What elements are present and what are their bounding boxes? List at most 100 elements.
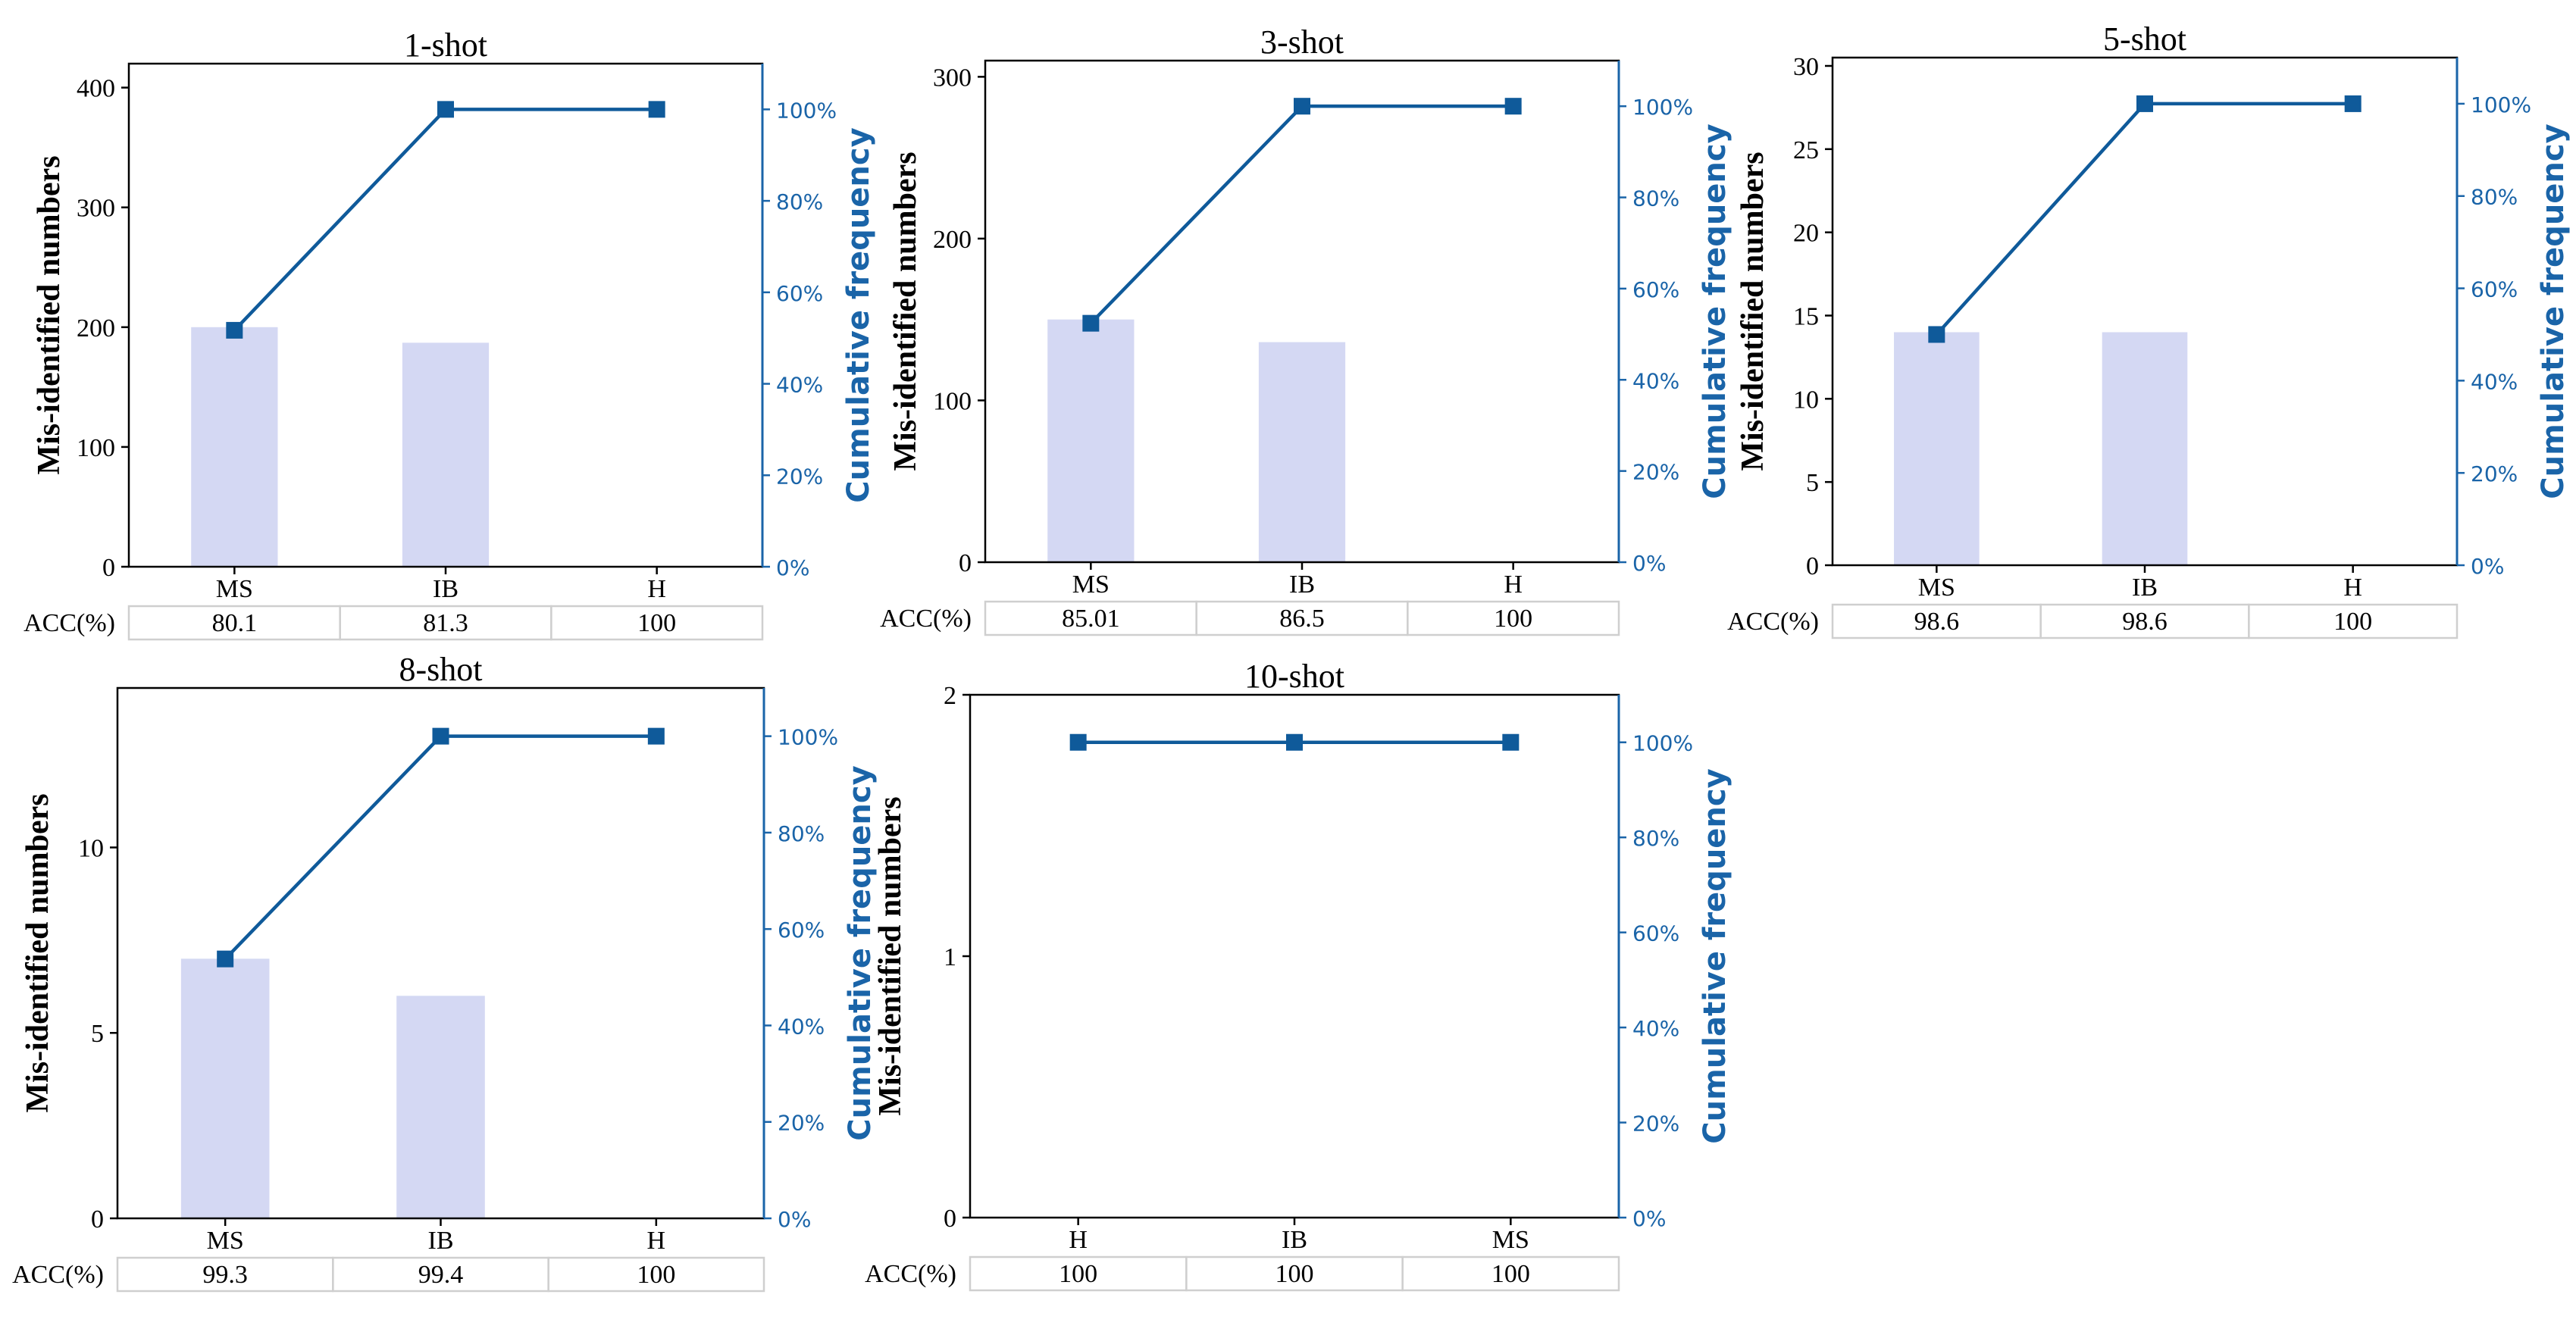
- y-tick-label: 2: [944, 682, 956, 710]
- cumulative-line: [224, 734, 656, 961]
- chart-panel-1: 1-shot 0 100 200 300 400 0% 20% 40% 60% 80% 100% MS I…: [23, 27, 876, 641]
- bar-ib: [1258, 342, 1346, 562]
- y2-tick-label: 80%: [778, 821, 825, 846]
- cumulative-line: [1935, 102, 2353, 336]
- y-tick-label: 0: [102, 554, 115, 582]
- y2-tick-label: 0%: [2471, 554, 2504, 579]
- y2-tick-label: 40%: [1632, 368, 1679, 393]
- acc-cell: [547, 1256, 765, 1293]
- chart-title: 3-shot: [1260, 23, 1344, 61]
- acc-value-ib: 86.5: [1279, 605, 1325, 633]
- x-tick-label-h: H: [1069, 1226, 1088, 1254]
- x-tick-label-ms: MS: [1492, 1226, 1529, 1254]
- y-tick-label: 400: [77, 75, 115, 103]
- x-tick-label-ms: MS: [216, 575, 253, 603]
- y-tick-label: 10: [1793, 386, 1819, 414]
- cumulative-marker-h: [1504, 98, 1522, 115]
- y-tick-label: 30: [1793, 53, 1819, 81]
- plot-frame: [969, 693, 1620, 1219]
- chart-title: 10-shot: [1244, 658, 1344, 695]
- y-tick-label: 0: [944, 1205, 956, 1233]
- acc-row-label: ACC(%): [1727, 608, 1819, 636]
- bar-ib: [396, 996, 485, 1218]
- y2-tick-label: 40%: [776, 373, 823, 398]
- y2-tick-label: 100%: [1632, 731, 1693, 756]
- cumulative-marker-h: [648, 101, 665, 118]
- cumulative-marker-ib: [2136, 95, 2153, 112]
- cumulative-marker-h: [2344, 95, 2362, 112]
- acc-cell: [1407, 600, 1620, 636]
- y2-axis-label: Cumulative frequency: [843, 765, 878, 1140]
- y-tick-label: 5: [1806, 469, 1819, 497]
- x-tick-label-ib: IB: [433, 575, 459, 603]
- y2-tick-label: 0%: [1632, 551, 1666, 576]
- y-tick-label: 200: [77, 314, 115, 342]
- y2-tick-label: 20%: [776, 464, 823, 489]
- y2-tick-label: 80%: [1632, 186, 1679, 211]
- cumulative-line: [233, 108, 657, 332]
- acc-cell: [2248, 603, 2459, 639]
- y-tick-label: 5: [91, 1020, 104, 1048]
- y-tick-label: 100: [933, 387, 972, 415]
- y-tick-label: 0: [959, 549, 972, 577]
- acc-cell: [550, 605, 764, 641]
- cumulative-marker-ib: [1286, 733, 1303, 751]
- bar-ms: [1047, 319, 1135, 562]
- x-tick-label-h: H: [1504, 571, 1523, 599]
- x-tick-label-ib: IB: [2132, 574, 2158, 602]
- y2-tick-label: 40%: [778, 1014, 825, 1039]
- acc-value-ib: 100: [1275, 1260, 1314, 1288]
- x-tick-label-ms: MS: [207, 1227, 244, 1255]
- y2-tick-label: 0%: [1632, 1206, 1666, 1231]
- y-tick-label: 0: [1806, 552, 1819, 580]
- chart-panel-2: 3-shot 0 100 200 300 0% 20% 40% 60% 80% 100% MS IB H M…: [880, 23, 1732, 636]
- y2-axis-label: Cumulative frequency: [2536, 124, 2571, 499]
- x-tick-label-ib: IB: [1282, 1226, 1307, 1254]
- cumulative-marker-ib: [1294, 98, 1310, 115]
- y-tick-label: 200: [933, 226, 972, 254]
- acc-value-ms: 99.3: [202, 1261, 248, 1289]
- y-tick-label: 15: [1793, 302, 1819, 330]
- y-tick-label: 1: [944, 943, 956, 971]
- y2-tick-label: 60%: [776, 281, 823, 306]
- cumulative-marker-ms: [1928, 326, 1945, 343]
- bar-ms: [1894, 332, 1980, 565]
- y2-tick-label: 60%: [1632, 277, 1679, 302]
- chart-title: 1-shot: [404, 27, 487, 64]
- acc-row-label: ACC(%): [12, 1261, 104, 1289]
- y2-tick-label: 20%: [1632, 460, 1679, 485]
- x-tick-label-ib: IB: [1289, 571, 1315, 599]
- y2-tick-label: 100%: [2471, 92, 2531, 117]
- acc-row-label: ACC(%): [880, 605, 972, 633]
- y2-axis-label: Cumulative frequency: [841, 127, 876, 502]
- acc-row-label: ACC(%): [23, 609, 115, 637]
- chart-panel-3: 5-shot 0 5 10 15 20 25 30 0% 20% 40% 60% 80% 100% MS IB…: [1727, 20, 2571, 639]
- cumulative-line: [1089, 104, 1513, 325]
- acc-value-ms: 100: [1491, 1260, 1530, 1288]
- x-tick-label-ms: MS: [1072, 571, 1110, 599]
- y-tick-label: 100: [77, 434, 115, 462]
- y2-tick-label: 20%: [1632, 1112, 1679, 1137]
- y2-tick-label: 40%: [1632, 1016, 1679, 1041]
- acc-value-ms: 85.01: [1062, 605, 1120, 633]
- acc-row-label: ACC(%): [865, 1260, 956, 1288]
- cumulative-marker-ib: [432, 727, 449, 745]
- y2-tick-label: 80%: [2471, 185, 2518, 210]
- acc-value-h: 100: [637, 1261, 675, 1289]
- acc-value-ib: 81.3: [423, 609, 468, 637]
- y-axis-label: Mis-identified numbers: [873, 796, 908, 1115]
- x-tick-label-h: H: [2343, 574, 2362, 602]
- y2-tick-label: 60%: [2471, 277, 2518, 302]
- acc-value-ms: 80.1: [212, 609, 258, 637]
- cumulative-marker-ms: [226, 321, 243, 339]
- acc-value-h: 100: [2333, 608, 2372, 636]
- cumulative-marker-h: [1069, 733, 1087, 751]
- acc-value-ib: 99.4: [418, 1261, 464, 1289]
- x-tick-label-h: H: [647, 1227, 666, 1255]
- y2-axis-label: Cumulative frequency: [1698, 124, 1732, 499]
- x-tick-label-ms: MS: [1918, 574, 1955, 602]
- y2-tick-label: 60%: [1632, 921, 1679, 946]
- y2-tick-label: 80%: [776, 189, 823, 214]
